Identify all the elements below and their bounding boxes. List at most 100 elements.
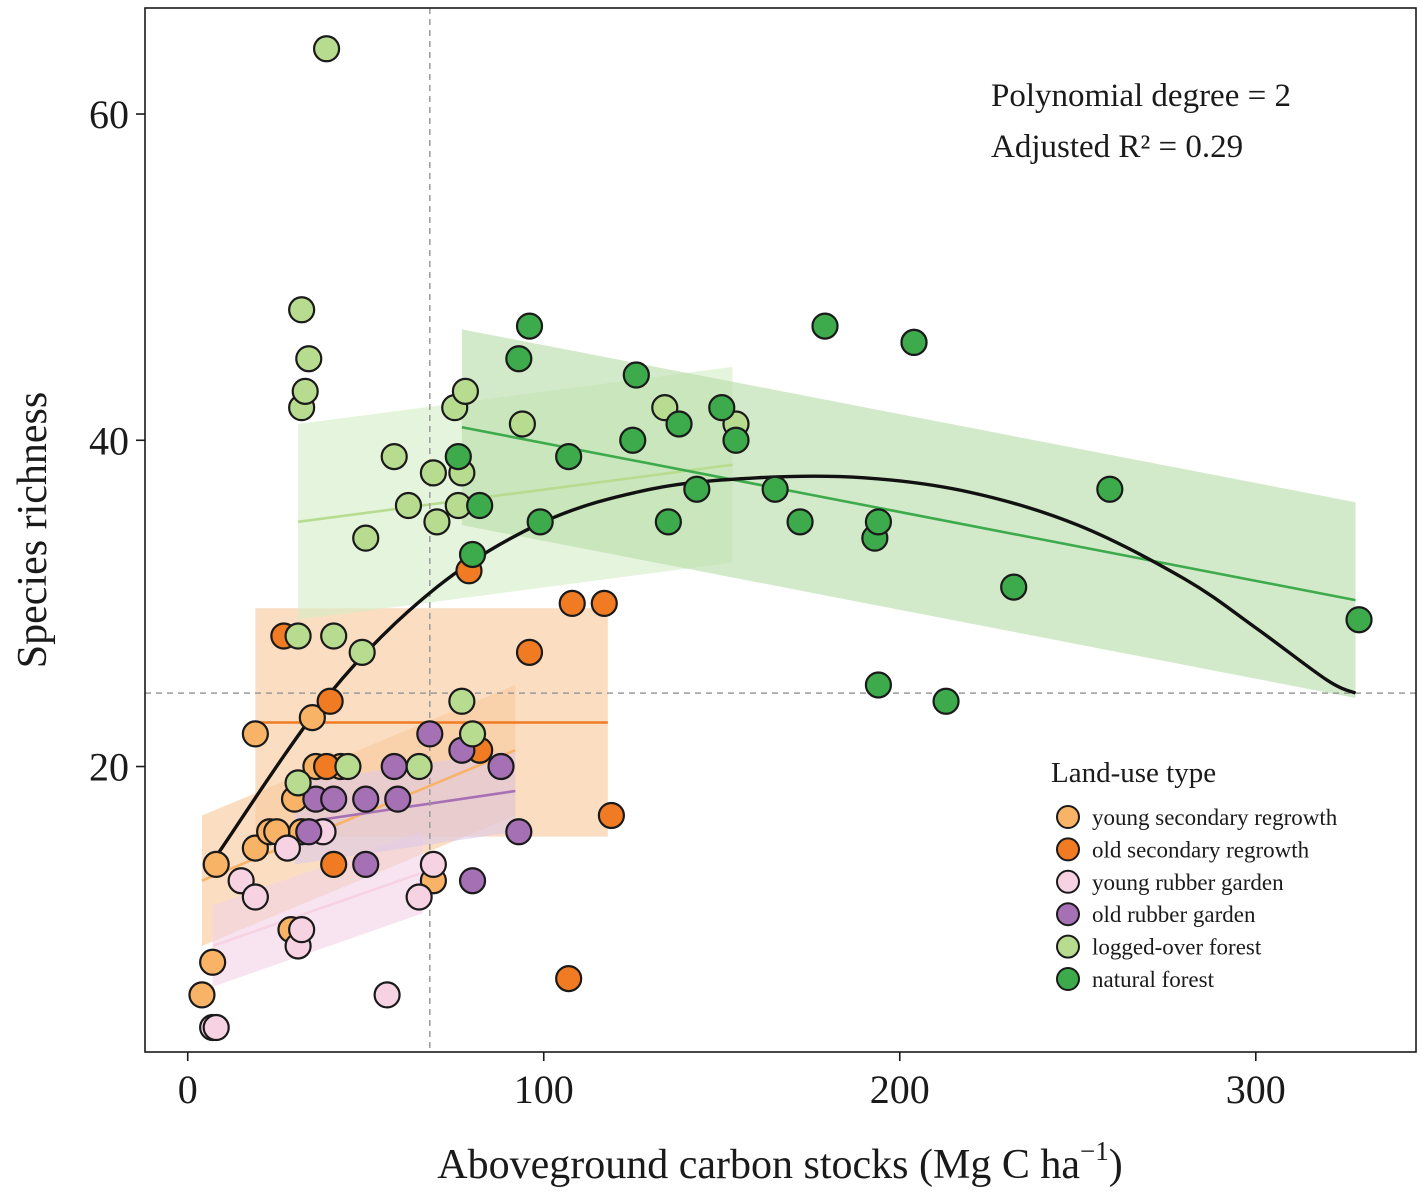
natural-forest-point bbox=[654, 508, 682, 536]
old-rubber-garden-point bbox=[416, 720, 444, 748]
young-rubber-garden-fit-line bbox=[212, 871, 424, 948]
logged-over-forest-point bbox=[312, 35, 341, 63]
young-secondary-regrowth-point bbox=[202, 850, 230, 879]
old-secondary-regrowth-point bbox=[590, 589, 618, 618]
logged-over-forest-point bbox=[284, 769, 312, 797]
natural-forest-point bbox=[1000, 573, 1028, 601]
young-rubber-garden-point bbox=[419, 850, 447, 879]
old-rubber-garden-point bbox=[487, 752, 515, 781]
axis-ticks: 0 100 200 300 20 40 60 bbox=[89, 92, 1286, 1112]
legend-label-logged-over-forest: logged-over forest bbox=[1092, 935, 1262, 960]
old-rubber-garden-point bbox=[320, 785, 348, 813]
natural-forest-point bbox=[683, 475, 711, 503]
natural-forest-point bbox=[932, 687, 960, 715]
logged-over-forest-point bbox=[423, 508, 451, 536]
old-rubber-garden-point bbox=[505, 818, 533, 846]
old-rubber-garden-point bbox=[458, 867, 487, 895]
legend-marker-logged-over-forest bbox=[1056, 934, 1080, 959]
old-secondary-regrowth-point bbox=[320, 850, 348, 879]
logged-over-forest-point bbox=[458, 720, 487, 748]
legend-title: Land-use type bbox=[1051, 757, 1216, 789]
natural-forest-point bbox=[864, 508, 893, 536]
natural-forest-point bbox=[526, 508, 554, 536]
legend-label-young-rubber-garden: young rubber garden bbox=[1092, 870, 1284, 895]
old-secondary-regrowth-point bbox=[515, 638, 544, 666]
legend-marker-old-secondary-regrowth bbox=[1056, 837, 1080, 862]
logged-over-forest-point bbox=[320, 622, 348, 650]
old-rubber-garden-point bbox=[380, 752, 408, 781]
young-rubber-garden-point bbox=[241, 883, 269, 911]
logged-over-forest-point bbox=[352, 524, 380, 552]
logged-over-forest-point bbox=[380, 442, 408, 471]
fit-lines bbox=[201, 425, 1356, 948]
logged-over-forest-point bbox=[508, 410, 536, 438]
logged-over-forest-point bbox=[394, 491, 423, 520]
logged-over-forest-point bbox=[419, 459, 447, 487]
logged-over-forest-point bbox=[288, 296, 316, 324]
x-axis-title: Aboveground carbon stocks (Mg C ha−1) bbox=[437, 1136, 1122, 1188]
x-axis-title-close: ) bbox=[1109, 1142, 1123, 1188]
logged-over-forest-fit-line bbox=[297, 463, 733, 524]
legend-label-young-secondary-regrowth: young secondary regrowth bbox=[1092, 805, 1338, 830]
old-secondary-regrowth-point bbox=[558, 589, 586, 618]
natural-forest-point bbox=[1345, 606, 1373, 634]
old-rubber-garden-point bbox=[352, 785, 380, 813]
legend-marker-young-rubber-garden bbox=[1056, 869, 1080, 894]
logged-over-forest-point bbox=[284, 622, 312, 650]
natural-forest-point bbox=[864, 671, 893, 699]
natural-forest-point bbox=[786, 508, 814, 536]
natural-forest-point bbox=[900, 328, 928, 357]
legend-label-natural-forest: natural forest bbox=[1092, 967, 1215, 992]
natural-forest-point bbox=[555, 442, 583, 471]
natural-forest-point bbox=[761, 475, 789, 503]
overall-fit bbox=[214, 474, 1357, 858]
legend-label-old-rubber-garden: old rubber garden bbox=[1092, 902, 1256, 927]
natural-forest-point bbox=[505, 345, 533, 373]
natural-forest-point bbox=[722, 426, 750, 454]
young-secondary-regrowth-point bbox=[188, 981, 216, 1009]
natural-forest-point bbox=[458, 540, 487, 569]
legend-marker-natural-forest bbox=[1056, 967, 1080, 991]
logged-over-forest-point bbox=[405, 752, 433, 781]
x-tick-label: 0 bbox=[178, 1067, 198, 1112]
old-secondary-regrowth-point bbox=[555, 964, 583, 993]
old-secondary-regrowth-point bbox=[316, 687, 344, 715]
logged-over-forest-point bbox=[291, 377, 319, 405]
logged-over-forest-point bbox=[448, 687, 476, 715]
x-tick-label: 300 bbox=[1226, 1067, 1286, 1112]
old-rubber-garden-point bbox=[384, 785, 412, 813]
legend-marker-old-rubber-garden bbox=[1056, 902, 1080, 927]
polynomial-degree-annotation: Polynomial degree = 2 bbox=[991, 78, 1291, 114]
x-tick-label: 200 bbox=[870, 1067, 930, 1112]
overall-quadratic-fit-line bbox=[214, 474, 1357, 858]
natural-forest-point bbox=[811, 312, 839, 340]
data-points bbox=[188, 35, 1373, 1042]
legend-marker-young-secondary-regrowth bbox=[1056, 805, 1080, 829]
y-axis-title: Species richness bbox=[10, 392, 56, 668]
young-rubber-garden-point bbox=[373, 981, 401, 1009]
logged-over-forest-point bbox=[334, 752, 362, 781]
logged-over-forest-point bbox=[295, 345, 323, 373]
y-tick-label: 20 bbox=[89, 745, 129, 790]
natural-forest-point bbox=[622, 361, 650, 389]
legend: Land-use type young secondary regrowth ol… bbox=[1051, 757, 1338, 992]
x-tick-label: 100 bbox=[514, 1067, 574, 1112]
adjusted-r2-annotation: Adjusted R² = 0.29 bbox=[991, 129, 1243, 165]
x-axis-title-superscript: −1 bbox=[1080, 1136, 1109, 1166]
young-rubber-garden-point bbox=[273, 834, 302, 862]
young-secondary-regrowth-point bbox=[241, 720, 269, 748]
x-axis-title-main: Aboveground carbon stocks (Mg C ha bbox=[437, 1142, 1080, 1188]
natural-forest-point bbox=[665, 410, 693, 438]
old-secondary-regrowth-point bbox=[597, 801, 625, 830]
natural-forest-point bbox=[444, 442, 472, 471]
natural-forest-point bbox=[619, 426, 647, 454]
legend-label-old-secondary-regrowth: old secondary regrowth bbox=[1092, 837, 1310, 862]
natural-forest-point bbox=[708, 394, 736, 422]
old-rubber-garden-point bbox=[295, 818, 323, 846]
young-secondary-regrowth-point bbox=[298, 703, 326, 732]
young-rubber-garden-point bbox=[288, 916, 316, 944]
natural-forest-point bbox=[515, 312, 544, 340]
natural-forest-fit-line bbox=[461, 425, 1356, 602]
